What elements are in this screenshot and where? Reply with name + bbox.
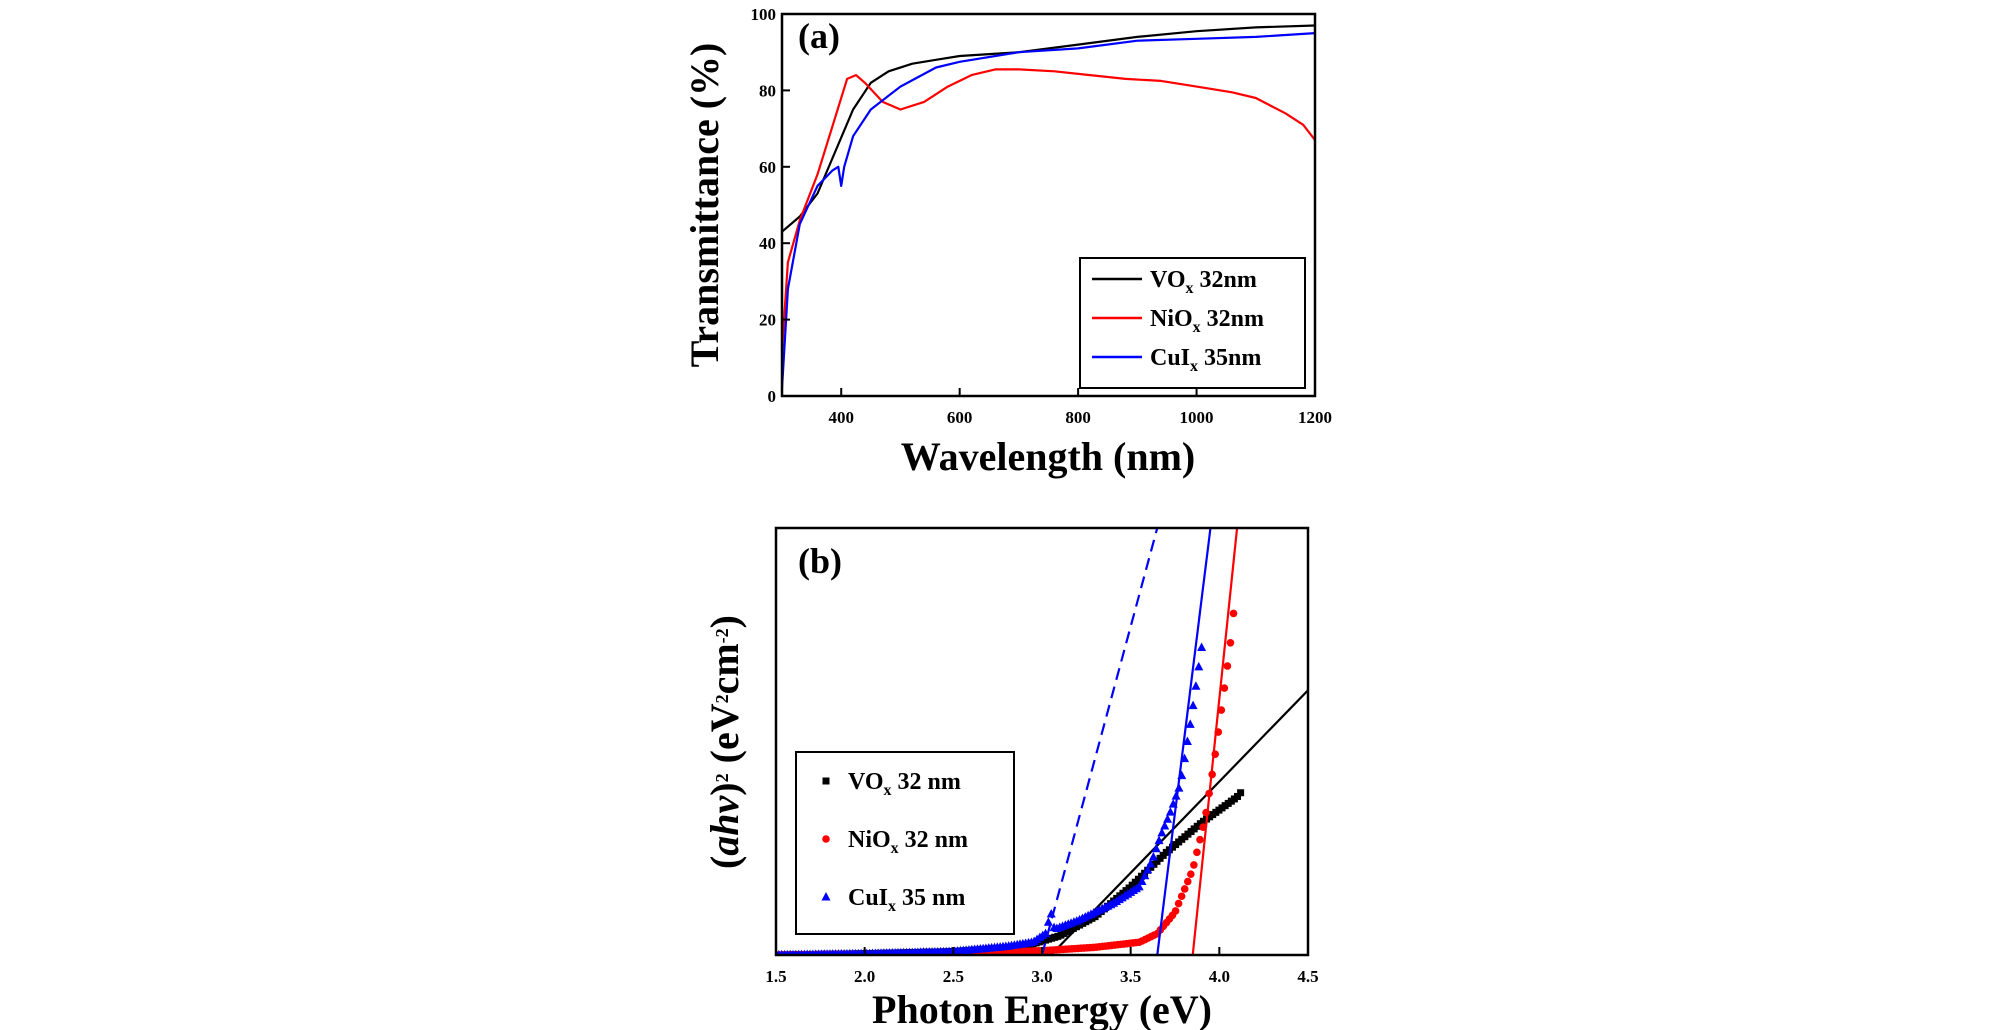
panel-b-data-point-1 <box>1174 899 1183 908</box>
panel-a-label: (a) <box>798 16 840 56</box>
y-title-close: ) <box>702 782 747 795</box>
panel-b-data-point-2 <box>1151 843 1161 853</box>
panel-a-legend-label-1: NiOx 32nm <box>1150 306 1264 336</box>
panel-b-data-point-0 <box>1237 789 1245 797</box>
panel-b-x-axis-title: Photon Energy (eV) <box>872 987 1212 1030</box>
panel-a-y-tick-label: 40 <box>759 234 776 253</box>
panel-b-x-tick-label: 4.5 <box>1297 967 1318 986</box>
panel-b-data-point-1 <box>1229 609 1238 618</box>
panel-b-data-point-2 <box>1188 700 1198 710</box>
panel-a-legend-label-0: VOx 32nm <box>1150 267 1257 297</box>
panel-a-y-tick-label: 60 <box>759 158 776 177</box>
panel-b-data-point-1 <box>1187 870 1195 879</box>
panel-b-legend-marker-0 <box>822 777 830 785</box>
y-title-sup2: 2 <box>712 694 732 703</box>
panel-b-x-tick-label: 1.5 <box>765 967 786 986</box>
panel-a-legend-box <box>1079 257 1306 389</box>
panel-a-x-tick-label: 1000 <box>1180 408 1214 427</box>
panel-b-legend-box <box>795 751 1015 935</box>
panel-b-y-axis-title: (ahv)2 (eV2cm-2) <box>702 615 747 869</box>
panel-b-legend-marker-2 <box>821 892 831 901</box>
panel-b-legend: VOx 32 nm NiOx 32 nm CuIx 35 nm <box>795 751 1015 935</box>
panel-b-data-point-2 <box>1140 870 1150 880</box>
y-title-sup3: -2 <box>712 628 732 643</box>
panel-b-series-0 <box>776 689 1308 955</box>
panel-b-legend-label-0: VOx 32 nm <box>848 769 961 799</box>
panel-b-data-point-2 <box>1160 821 1170 830</box>
panel-a-y-tick-label: 0 <box>768 387 777 406</box>
panel-a-series-line-2 <box>780 32 1316 389</box>
panel-b-plot-area <box>776 528 1308 955</box>
y-title-end: ) <box>702 615 747 628</box>
panel-b-fit-line-2 <box>1156 528 1212 955</box>
panel-b-data-point-2 <box>1148 851 1158 861</box>
panel-b-data-point-2 <box>1182 736 1192 745</box>
panel-a-y-tick-label: 100 <box>751 5 777 24</box>
panel-a-y-axis-title: Transmittance (%) <box>682 43 727 368</box>
panel-a-series-group <box>780 24 1316 389</box>
panel-a-x-tick-label: 800 <box>1065 408 1091 427</box>
panel-b-data-point-2 <box>1185 719 1195 728</box>
panel-a-legend: VOx 32nm NiOx 32nm CuIx 35nm <box>1079 257 1306 389</box>
y-title-open: ( <box>702 856 747 869</box>
panel-b-legend-label-2: CuIx 35 nm <box>848 885 965 915</box>
panel-b-data-point-2 <box>1146 858 1156 868</box>
panel-a-y-tick-label: 20 <box>759 311 776 330</box>
panel-b-data-point-1 <box>1193 848 1201 857</box>
panel-b-data-point-1 <box>1226 638 1235 647</box>
y-title-rest1: (eV <box>702 703 747 773</box>
panel-b-x-tick-label: 4.0 <box>1209 967 1230 986</box>
panel-b-data-point-2 <box>1137 876 1147 886</box>
panel-b-x-tick-label: 2.0 <box>854 967 875 986</box>
panel-b-x-tick-label: 3.5 <box>1120 967 1141 986</box>
panel-b-data-point-1 <box>1190 861 1198 869</box>
panel-b-x-tick-label: 2.5 <box>943 967 964 986</box>
panel-b-data-point-1 <box>1183 877 1192 886</box>
panel-a-x-tick-label: 600 <box>947 408 973 427</box>
panel-a-series-line-1 <box>780 68 1316 351</box>
panel-b-series-group <box>776 528 1308 955</box>
panel-b-data-point-2 <box>1157 827 1167 837</box>
panel-b-data-point-2 <box>1165 807 1175 816</box>
panel-a-series-line-0 <box>781 24 1316 233</box>
panel-b-data-point-2 <box>1043 917 1053 926</box>
panel-a-y-tick-label: 80 <box>759 81 776 100</box>
panel-b-data-point-2 <box>1134 881 1144 891</box>
panel-a-x-tick-label: 400 <box>828 408 854 427</box>
panel-b-data-point-2 <box>1154 835 1164 845</box>
panel-b-data-point-1 <box>1171 907 1180 915</box>
panel-b-ticks: 1.5 2.0 2.5 3.0 3.5 4.0 4.5 <box>765 947 1319 986</box>
panel-b-legend-marker-1 <box>822 835 830 843</box>
panel-a-ticks: 400 600 800 1000 1200 0 20 40 60 80 100 <box>751 5 1333 427</box>
panel-b-data-point-1 <box>1223 662 1232 670</box>
panel-a-transmittance-chart: 400 600 800 1000 1200 0 20 40 60 80 100 (a) Wavele… <box>682 5 1332 479</box>
y-title-italic: ahv <box>702 794 747 855</box>
panel-b-tauc-plot: 1.5 2.0 2.5 3.0 3.5 4.0 4.5 (b) Photon Energy … <box>702 526 1319 1030</box>
panel-b-data-point-1 <box>1220 684 1229 692</box>
panel-b-data-point-2 <box>1163 814 1173 823</box>
panel-b-label: (b) <box>798 541 842 581</box>
panel-b-data-point-1 <box>1196 835 1204 844</box>
panel-a-x-tick-label: 1200 <box>1298 408 1332 427</box>
panel-a-plot-frame <box>780 12 1317 398</box>
panel-b-series-1 <box>776 528 1239 955</box>
panel-b-series-2 <box>776 528 1212 955</box>
panel-b-data-point-1 <box>1177 892 1186 901</box>
panel-b-legend-label-1: NiOx 32 nm <box>848 827 968 857</box>
panel-b-dashed-fit-line-2 <box>1040 528 1159 955</box>
panel-a-x-axis-title: Wavelength (nm) <box>901 434 1195 479</box>
panel-b-data-point-2 <box>1197 642 1207 652</box>
y-title-sup: 2 <box>712 773 732 782</box>
panel-a-legend-label-2: CuIx 35nm <box>1150 345 1261 375</box>
panel-b-fit-line-1 <box>1191 528 1239 955</box>
panel-b-data-point-2 <box>1143 864 1153 874</box>
panel-b-x-tick-label: 3.0 <box>1031 967 1052 986</box>
panel-b-data-point-0 <box>1234 792 1242 800</box>
y-title-rest2: cm <box>702 643 747 694</box>
panel-b-data-point-2 <box>1191 681 1201 690</box>
panel-b-data-point-1 <box>1180 885 1189 893</box>
panel-b-data-point-2 <box>1194 661 1204 671</box>
